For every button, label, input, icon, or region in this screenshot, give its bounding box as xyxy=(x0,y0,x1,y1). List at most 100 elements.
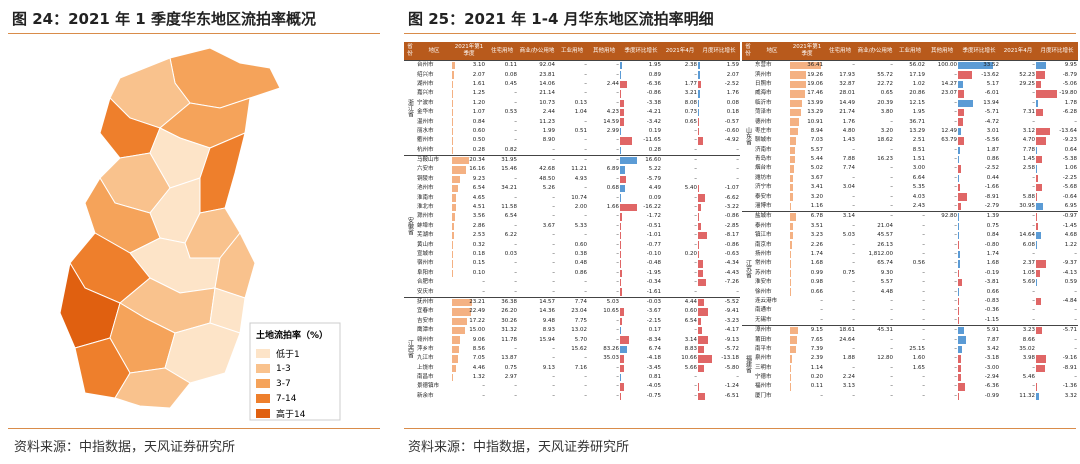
value-cell: -4.21 xyxy=(620,108,662,117)
cell-text: 0.38 xyxy=(574,251,587,257)
cell-text: 鹰潭市 xyxy=(417,327,434,334)
data-bar xyxy=(958,392,960,401)
data-bar xyxy=(958,364,962,372)
cell-text: – xyxy=(514,260,517,267)
value-cell: -6.01 xyxy=(958,89,1000,98)
value-cell: -0.86 xyxy=(698,212,740,221)
value-cell: 21.04 xyxy=(856,222,894,231)
data-bar xyxy=(1036,297,1042,306)
value-cell: – xyxy=(1000,250,1036,259)
cell-text: -4.92 xyxy=(724,137,739,144)
value-cell: -0.75 xyxy=(620,392,662,401)
value-cell: – xyxy=(518,278,556,287)
cell-text: 3.32 xyxy=(1064,392,1077,399)
cell-text: 7.74 xyxy=(842,165,855,172)
value-cell: 7.39 xyxy=(790,345,824,354)
cell-text: 铜陵市 xyxy=(417,175,434,182)
cell-text: 9.13 xyxy=(542,364,555,371)
value-cell: 8.90 xyxy=(518,136,556,145)
value-cell: 3.42 xyxy=(958,345,1000,354)
cell-text: – xyxy=(552,355,555,362)
cell-text: – xyxy=(584,279,587,286)
value-cell: 3.80 xyxy=(856,108,894,117)
data-bar xyxy=(698,345,704,354)
value-cell: 14.27 xyxy=(926,80,958,89)
value-cell: – xyxy=(518,259,556,268)
value-cell: 9.15 xyxy=(790,324,824,336)
cell-text: 德州市 xyxy=(755,118,772,125)
cell-text: – xyxy=(954,260,957,267)
cell-text: – xyxy=(1032,364,1035,371)
value-cell: 0.08 xyxy=(698,99,740,108)
value-cell: 14.57 xyxy=(518,296,556,308)
cell-text: 1.77 xyxy=(684,80,697,87)
cell-text: 0.75 xyxy=(986,222,999,229)
cell-text: -0.10 xyxy=(646,251,661,257)
value-cell: – xyxy=(662,212,698,221)
figure-title: 图 24：2021 年 1 季度华东地区流拍率概况 xyxy=(12,10,316,28)
cell-text: 吉安市 xyxy=(417,317,434,324)
value-cell: 26.20 xyxy=(486,307,518,316)
cell-text: 宁德市 xyxy=(755,374,772,381)
cell-text: 14.27 xyxy=(941,80,957,87)
value-cell: – xyxy=(662,222,698,231)
data-bar xyxy=(958,90,965,98)
cell-text: 19.26 xyxy=(807,71,823,78)
value-cell: -2.52 xyxy=(958,164,1000,173)
cell-text: – xyxy=(552,194,555,201)
value-cell: 5.17 xyxy=(958,80,1000,89)
cell-text: – xyxy=(584,185,587,192)
value-cell: – xyxy=(588,335,620,344)
data-bar xyxy=(620,383,625,391)
value-cell: – xyxy=(556,392,588,401)
value-cell: 6.08 xyxy=(1000,240,1036,249)
table-row: 泉州市 2.39 1.88 12.80 1.60– -3.18 3.98 -9.16 xyxy=(742,354,1078,363)
province-cell: 浙江省 xyxy=(404,60,416,156)
value-cell: 0.28 xyxy=(620,146,662,156)
data-bar xyxy=(620,364,624,372)
data-bar xyxy=(790,174,794,183)
cell-text: 0.64 xyxy=(1064,146,1077,153)
city-cell: 淮南市 xyxy=(416,193,452,202)
cell-text: – xyxy=(954,193,957,200)
legend-label: 1-3 xyxy=(276,363,291,374)
data-bar xyxy=(1036,184,1042,192)
cell-text: 0.53 xyxy=(504,109,517,116)
cell-text: – xyxy=(514,345,517,352)
data-bar xyxy=(958,326,965,335)
cell-text: 扬州市 xyxy=(755,251,772,257)
value-cell: 6.64 xyxy=(894,174,926,183)
cell-text: 新余市 xyxy=(417,392,434,399)
table-row: 扬州市 1.74–1,812.00– –1.74– – xyxy=(742,250,1078,259)
table-row: 无锡市 – – – – – -1.15– – xyxy=(742,316,1078,326)
value-cell: 1.59 xyxy=(698,60,740,71)
cell-text: 台州市 xyxy=(417,62,434,69)
cell-text: – xyxy=(514,241,517,248)
cell-text: – xyxy=(922,288,925,295)
value-cell: 9.30 xyxy=(856,269,894,278)
value-cell: -1.45 xyxy=(1036,222,1078,231)
value-cell: 10.74 xyxy=(556,193,588,202)
value-cell: -3.23 xyxy=(698,317,740,326)
cell-text: – xyxy=(694,222,697,229)
cell-text: 30.95 xyxy=(1019,203,1035,210)
value-cell: – xyxy=(824,392,856,401)
data-bar xyxy=(620,317,623,325)
city-cell: 南昌市 xyxy=(416,373,452,382)
value-cell: -11.65 xyxy=(620,136,662,145)
value-cell: -9.37 xyxy=(1036,259,1078,268)
value-cell: – xyxy=(790,392,824,401)
city-cell: 泉州市 xyxy=(754,354,790,363)
cell-text: 苏州市 xyxy=(755,269,772,276)
cell-text: – xyxy=(584,157,587,164)
data-bar xyxy=(1036,90,1057,98)
value-cell: 3.10 xyxy=(452,60,486,71)
value-cell: 100.00 xyxy=(926,60,958,71)
cell-text: – xyxy=(1032,222,1035,229)
cell-text: -11.65 xyxy=(643,137,661,144)
value-cell: – xyxy=(486,222,518,231)
cell-text: 9.15 xyxy=(810,327,823,334)
cell-text: – xyxy=(514,392,517,399)
city-cell: 宜春市 xyxy=(416,307,452,316)
cell-text: 潍坊市 xyxy=(755,174,772,181)
